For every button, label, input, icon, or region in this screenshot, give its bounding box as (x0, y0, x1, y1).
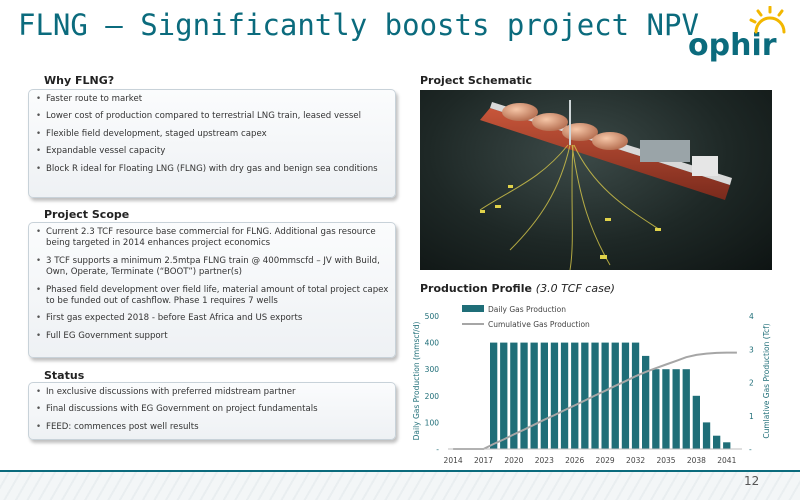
flng-vessel-illustration (479, 100, 732, 270)
bar-2027 (581, 342, 589, 449)
page-number: 12 (744, 474, 760, 488)
schematic-heading: Project Schematic (420, 74, 533, 87)
status-heading: Status (44, 369, 85, 382)
x-tick-label: 2032 (626, 456, 645, 465)
left-tick-label: 200 (425, 392, 440, 401)
left-axis-label: Daily Gas Production (mmscf/d) (412, 322, 421, 441)
bar-2036 (672, 369, 680, 449)
legend-bar-swatch (462, 305, 484, 312)
project-scope-item: First gas expected 2018 - before East Af… (35, 313, 389, 325)
sun-icon (749, 6, 786, 34)
left-axis-ticks: 500 400 300 200 100 - (425, 312, 440, 454)
x-tick-label: 2020 (504, 456, 523, 465)
logo-text: ophir (688, 28, 777, 63)
bar-2022 (530, 342, 538, 449)
bar-2038 (692, 395, 700, 449)
why-flng-item: Lower cost of production compared to ter… (35, 111, 389, 123)
status-item: Final discussions with EG Government on … (35, 404, 389, 416)
why-flng-list: Faster route to market Lower cost of pro… (29, 90, 395, 183)
project-scope-box: Current 2.3 TCF resource base commercial… (28, 222, 396, 358)
project-scope-item: 3 TCF supports a minimum 2.5mtpa FLNG tr… (35, 256, 389, 279)
why-flng-heading: Why FLNG? (44, 74, 115, 87)
footer-rule (0, 470, 800, 472)
bar-2024 (550, 342, 559, 449)
bar-2032 (631, 342, 640, 449)
production-heading: Production Profile (3.0 TCF case) (420, 282, 615, 295)
left-tick-label: 300 (425, 365, 440, 374)
bar-2041 (723, 442, 731, 449)
bar-2030 (611, 342, 619, 449)
bar-series (490, 342, 731, 449)
bar-2020 (510, 342, 518, 449)
project-scope-item: Phased field development over field life… (35, 285, 389, 308)
right-tick-label: 1 (749, 412, 754, 421)
right-axis-ticks: 4 3 2 1 - (749, 312, 754, 454)
bar-2040 (713, 435, 721, 449)
bar-2021 (520, 342, 528, 449)
bar-2035 (662, 369, 670, 449)
left-tick-label: 500 (425, 312, 440, 321)
left-tick-label: 100 (425, 418, 440, 427)
production-subtitle: (3.0 TCF case) (535, 282, 615, 295)
footer-band (0, 472, 800, 500)
project-scope-item: Full EG Government support (35, 331, 389, 343)
right-tick-label: - (749, 445, 752, 454)
bar-2025 (560, 342, 569, 449)
page-title: FLNG – Significantly boosts project NPV (18, 8, 699, 42)
left-tick-label: - (436, 445, 439, 454)
bar-2018 (490, 342, 498, 449)
bar-2039 (702, 422, 711, 449)
bar-2019 (500, 342, 508, 449)
cumulative-gas-line (453, 351, 737, 450)
bar-2026 (571, 342, 579, 449)
x-tick-label: 2038 (687, 456, 706, 465)
company-logo: ophir (688, 6, 788, 66)
production-title: Production Profile (420, 282, 532, 295)
x-tick-label: 2017 (474, 456, 493, 465)
x-tick-label: 2026 (565, 456, 584, 465)
project-scope-item: Current 2.3 TCF resource base commercial… (35, 227, 389, 250)
legend-cumulative-gas: Cumulative Gas Production (488, 320, 590, 329)
bar-2034 (652, 369, 660, 449)
why-flng-item: Faster route to market (35, 94, 389, 106)
x-axis-ticks: 2014 2017 2020 2023 2026 2029 2032 2035 2038 2041 (444, 456, 737, 465)
right-axis-label: Cumlative Gas Production (Tcf) (762, 323, 771, 438)
x-tick-label: 2029 (596, 456, 615, 465)
chart-legend: Daily Gas Production Cumulative Gas Prod… (462, 305, 590, 329)
why-flng-item: Block R ideal for Floating LNG (FLNG) wi… (35, 164, 389, 176)
why-flng-item: Flexible field development, staged upstr… (35, 129, 389, 141)
x-tick-label: 2014 (444, 456, 463, 465)
status-item: FEED: commences post well results (35, 422, 389, 434)
x-tick-label: 2023 (535, 456, 554, 465)
project-schematic-image (420, 90, 772, 270)
right-tick-label: 4 (749, 312, 754, 321)
bar-2029 (601, 342, 609, 449)
x-tick-label: 2035 (656, 456, 675, 465)
bar-2033 (642, 355, 650, 449)
x-tick-label: 2041 (717, 456, 736, 465)
status-list: In exclusive discussions with preferred … (29, 383, 395, 441)
why-flng-box: Faster route to market Lower cost of pro… (28, 89, 396, 198)
right-tick-label: 3 (749, 345, 754, 354)
legend-daily-gas: Daily Gas Production (488, 305, 566, 314)
why-flng-item: Expandable vessel capacity (35, 146, 389, 158)
status-box: In exclusive discussions with preferred … (28, 382, 396, 440)
project-scope-heading: Project Scope (44, 208, 130, 221)
bar-2023 (540, 342, 548, 449)
status-item: In exclusive discussions with preferred … (35, 387, 389, 399)
bar-2031 (621, 342, 630, 449)
bar-2037 (682, 369, 690, 449)
right-tick-label: 2 (749, 379, 754, 388)
project-scope-list: Current 2.3 TCF resource base commercial… (29, 223, 395, 350)
left-tick-label: 400 (425, 339, 440, 348)
